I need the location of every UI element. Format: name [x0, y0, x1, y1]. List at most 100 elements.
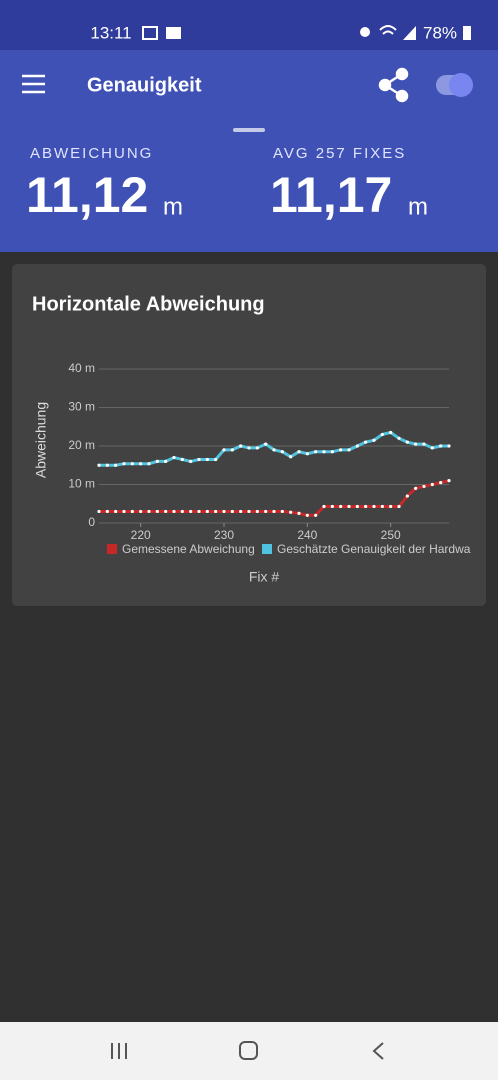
x-tick-label: 220: [131, 528, 151, 542]
data-point: [355, 444, 359, 448]
data-point: [139, 509, 143, 514]
data-point: [430, 482, 434, 487]
data-point: [339, 448, 343, 452]
data-point: [430, 446, 434, 450]
data-point: [255, 446, 259, 450]
data-point: [380, 432, 384, 437]
y-tick-label: 20 m: [68, 438, 95, 452]
data-point: [205, 509, 209, 514]
data-point: [364, 440, 368, 444]
location-icon: [360, 27, 370, 37]
legend-swatch: [107, 544, 117, 554]
app-header: [0, 50, 498, 252]
stat-value: 11,12: [26, 167, 148, 223]
data-point: [397, 504, 401, 509]
gallery-icon: [142, 26, 158, 40]
data-point: [322, 504, 326, 509]
data-point: [97, 509, 101, 514]
data-point: [422, 484, 426, 489]
stat-unit: m: [163, 193, 183, 220]
data-point: [272, 448, 276, 452]
data-point: [314, 450, 318, 454]
data-point: [264, 509, 268, 514]
data-point: [314, 513, 318, 517]
data-point: [247, 509, 251, 514]
data-point: [97, 463, 101, 467]
data-point: [180, 457, 184, 462]
data-point: [380, 504, 384, 509]
data-point: [439, 444, 443, 448]
y-tick-label: 40 m: [68, 361, 95, 375]
stat-label: AVG 257 FIXES: [273, 145, 406, 162]
wifi-icon: [379, 25, 397, 35]
chart-card: [12, 264, 486, 606]
data-point: [339, 504, 343, 509]
y-tick-label: 10 m: [68, 477, 95, 491]
data-point: [405, 494, 409, 498]
data-point: [447, 479, 451, 483]
data-point: [180, 509, 184, 514]
y-tick-label: 30 m: [68, 400, 95, 414]
data-point: [405, 440, 409, 444]
data-point: [172, 509, 176, 514]
share-button[interactable]: [378, 67, 409, 103]
stat-label: ABWEICHUNG: [30, 145, 153, 162]
data-point: [239, 444, 243, 448]
data-point: [255, 509, 259, 514]
data-point: [422, 442, 426, 446]
data-point: [130, 462, 134, 466]
data-point: [155, 459, 159, 463]
data-point: [289, 510, 293, 514]
data-point: [214, 509, 218, 514]
data-point: [330, 504, 334, 509]
recents-button[interactable]: [111, 1043, 127, 1059]
battery-icon: [463, 26, 471, 40]
data-point: [439, 480, 443, 485]
data-point: [289, 455, 293, 459]
data-point: [197, 457, 201, 462]
legend-label: Gemessene Abweichung: [122, 542, 255, 556]
data-point: [205, 457, 209, 462]
x-tick-label: 240: [297, 528, 317, 542]
data-point: [272, 509, 276, 514]
y-axis-title: Abweichung: [33, 402, 49, 478]
signal-icon: [403, 26, 416, 40]
data-point: [122, 509, 126, 514]
data-point: [189, 459, 193, 463]
data-point: [372, 504, 376, 509]
data-point: [230, 509, 234, 514]
data-point: [330, 450, 334, 454]
drag-handle[interactable]: [233, 128, 265, 132]
data-point: [147, 462, 151, 466]
toggle-switch[interactable]: [436, 73, 473, 97]
data-point: [347, 448, 351, 452]
data-point: [414, 442, 418, 446]
data-point: [305, 513, 309, 517]
menu-button[interactable]: [22, 74, 45, 94]
home-button[interactable]: [239, 1041, 258, 1060]
data-point: [155, 509, 159, 514]
status-time: 13:11: [90, 23, 131, 42]
data-point: [222, 448, 226, 452]
data-point: [214, 457, 218, 462]
data-point: [322, 450, 326, 454]
data-point: [305, 452, 309, 456]
data-point: [114, 509, 118, 514]
data-point: [355, 504, 359, 509]
data-point: [105, 509, 109, 514]
data-point: [297, 450, 301, 454]
data-point: [105, 463, 109, 467]
data-point: [414, 486, 418, 490]
data-point: [164, 459, 168, 463]
chart-title: Horizontale Abweichung: [32, 293, 265, 315]
data-point: [280, 450, 284, 454]
back-button[interactable]: [372, 1042, 384, 1060]
data-point: [189, 509, 193, 514]
data-point: [164, 509, 168, 514]
legend-swatch: [262, 544, 272, 554]
data-point: [280, 509, 284, 514]
stat-unit: m: [408, 193, 428, 220]
data-point: [447, 444, 451, 448]
data-point: [247, 446, 251, 450]
